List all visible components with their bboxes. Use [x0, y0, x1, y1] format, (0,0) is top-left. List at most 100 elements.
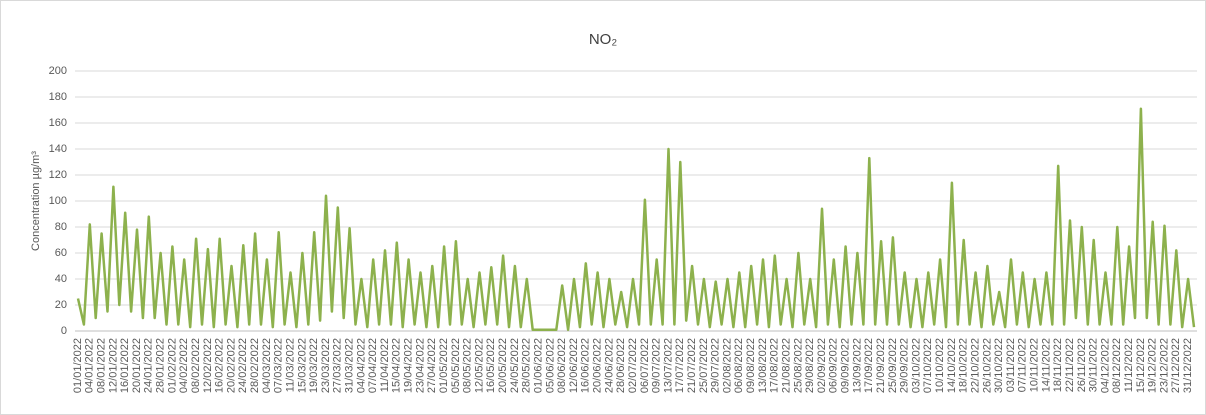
x-tick-label: 11/03/2022 [284, 338, 296, 392]
x-tick-label: 17/08/2022 [769, 338, 781, 393]
x-tick-label: 30/11/2022 [1088, 338, 1100, 392]
x-tick-label: 02/08/2022 [721, 338, 733, 393]
x-tick-label: 07/10/2022 [922, 338, 934, 393]
x-tick-label: 22/10/2022 [969, 338, 981, 393]
x-tick-label: 07/11/2022 [1017, 338, 1029, 392]
x-tick-label: 26/10/2022 [981, 338, 993, 393]
x-tick-label: 25/08/2022 [792, 338, 804, 393]
x-tick-label: 04/04/2022 [355, 338, 367, 393]
y-tick-label: 60 [55, 247, 67, 259]
x-tick-label: 03/11/2022 [1005, 338, 1017, 392]
y-tick-label: 160 [49, 117, 67, 129]
x-tick-label: 03/10/2022 [910, 338, 922, 393]
x-tick-label: 19/04/2022 [403, 338, 415, 393]
x-tick-label: 25/09/2022 [887, 338, 899, 393]
x-tick-label: 02/07/2022 [627, 338, 639, 393]
x-tick-label: 16/01/2022 [119, 338, 131, 393]
x-tick-label: 16/05/2022 [485, 338, 497, 393]
x-tick-label: 17/09/2022 [863, 338, 875, 393]
x-tick-label: 30/10/2022 [993, 338, 1005, 393]
x-tick-label: 16/06/2022 [580, 338, 592, 393]
x-tick-label: 09/09/2022 [840, 338, 852, 393]
x-tick-label: 26/11/2022 [1076, 338, 1088, 392]
x-tick-label: 28/02/2022 [249, 338, 261, 393]
x-tick-label: 13/07/2022 [662, 338, 674, 393]
x-tick-label: 24/01/2022 [143, 338, 155, 393]
y-tick-label: 20 [55, 299, 67, 311]
x-tick-label: 28/06/2022 [615, 338, 627, 393]
x-tick-label: 05/06/2022 [544, 338, 556, 393]
x-tick-label: 05/05/2022 [450, 338, 462, 393]
x-tick-label: 29/07/2022 [710, 338, 722, 393]
x-tick-label: 25/07/2022 [698, 338, 710, 393]
x-tick-label: 08/01/2022 [95, 338, 107, 393]
x-tick-label: 29/08/2022 [804, 338, 816, 393]
x-tick-label: 13/09/2022 [851, 338, 863, 393]
y-tick-label: 100 [49, 195, 67, 207]
x-tick-label: 15/03/2022 [296, 338, 308, 393]
x-tick-label: 09/07/2022 [651, 338, 663, 393]
y-tick-label: 80 [55, 221, 67, 233]
x-tick-label: 19/12/2022 [1147, 338, 1159, 393]
x-tick-label: 20/05/2022 [497, 338, 509, 393]
data-line [76, 107, 1196, 331]
x-tick-label: 15/12/2022 [1135, 338, 1147, 393]
y-axis-label: Concentration µg/m³ [30, 151, 42, 251]
x-tick-label: 11/12/2022 [1123, 338, 1135, 392]
x-tick-label: 04/02/2022 [178, 338, 190, 393]
y-tick-label: 140 [49, 143, 67, 155]
x-tick-label: 12/05/2022 [473, 338, 485, 393]
chart-title: NO₂ [589, 31, 618, 48]
x-tick-label: 20/02/2022 [225, 338, 237, 393]
x-tick-label: 01/06/2022 [532, 338, 544, 393]
x-tick-label: 01/05/2022 [438, 338, 450, 393]
x-tick-label: 16/02/2022 [214, 338, 226, 393]
x-tick-label: 10/11/2022 [1029, 338, 1041, 392]
x-tick-label: 21/08/2022 [780, 338, 792, 393]
x-tick-label: 08/02/2022 [190, 338, 202, 393]
x-tick-label: 12/01/2022 [107, 338, 119, 393]
x-tick-label: 28/01/2022 [155, 338, 167, 393]
y-tick-label: 40 [55, 273, 67, 285]
x-tick-label: 18/10/2022 [958, 338, 970, 393]
x-tick-label: 01/02/2022 [166, 338, 178, 393]
x-tick-label: 21/09/2022 [875, 338, 887, 393]
x-tick-label: 28/05/2022 [521, 338, 533, 393]
x-tick-label: 20/01/2022 [131, 338, 143, 393]
x-tick-label: 07/03/2022 [273, 338, 285, 393]
x-tick-label: 01/01/2022 [72, 338, 84, 393]
x-tick-label: 23/03/2022 [320, 338, 332, 393]
x-tick-label: 12/06/2022 [568, 338, 580, 393]
y-tick-label: 200 [49, 65, 67, 77]
x-tick-label: 23/12/2022 [1158, 338, 1170, 393]
x-tick-label: 11/04/2022 [379, 338, 391, 392]
x-tick-label: 08/05/2022 [462, 338, 474, 393]
y-tick-label: 0 [61, 325, 67, 337]
x-tick-label: 06/07/2022 [639, 338, 651, 393]
x-tick-label: 27/03/2022 [332, 338, 344, 393]
x-tick-label: 07/04/2022 [367, 338, 379, 393]
x-tick-label: 29/09/2022 [899, 338, 911, 393]
x-tick-label: 15/04/2022 [391, 338, 403, 393]
x-tick-label: 21/07/2022 [686, 338, 698, 393]
x-tick-label: 02/09/2022 [816, 338, 828, 393]
y-tick-label: 180 [49, 91, 67, 103]
x-tick-label: 08/06/2022 [556, 338, 568, 393]
x-tick-label: 22/11/2022 [1064, 338, 1076, 392]
x-tick-label: 27/04/2022 [426, 338, 438, 393]
x-tick-label: 17/07/2022 [674, 338, 686, 393]
x-tick-label: 04/01/2022 [84, 338, 96, 393]
x-tick-label: 08/12/2022 [1111, 338, 1123, 393]
x-tick-label: 24/06/2022 [603, 338, 615, 393]
x-tick-label: 06/09/2022 [828, 338, 840, 393]
x-tick-label: 31/03/2022 [344, 338, 356, 393]
x-tick-label: 24/02/2022 [237, 338, 249, 393]
x-tick-label: 20/06/2022 [592, 338, 604, 393]
x-tick-label: 14/10/2022 [946, 338, 958, 393]
x-tick-label: 06/08/2022 [733, 338, 745, 393]
x-tick-label: 09/08/2022 [745, 338, 757, 393]
x-tick-label: 13/08/2022 [757, 338, 769, 393]
x-tick-label: 27/12/2022 [1170, 338, 1182, 393]
x-tick-label: 19/03/2022 [308, 338, 320, 393]
